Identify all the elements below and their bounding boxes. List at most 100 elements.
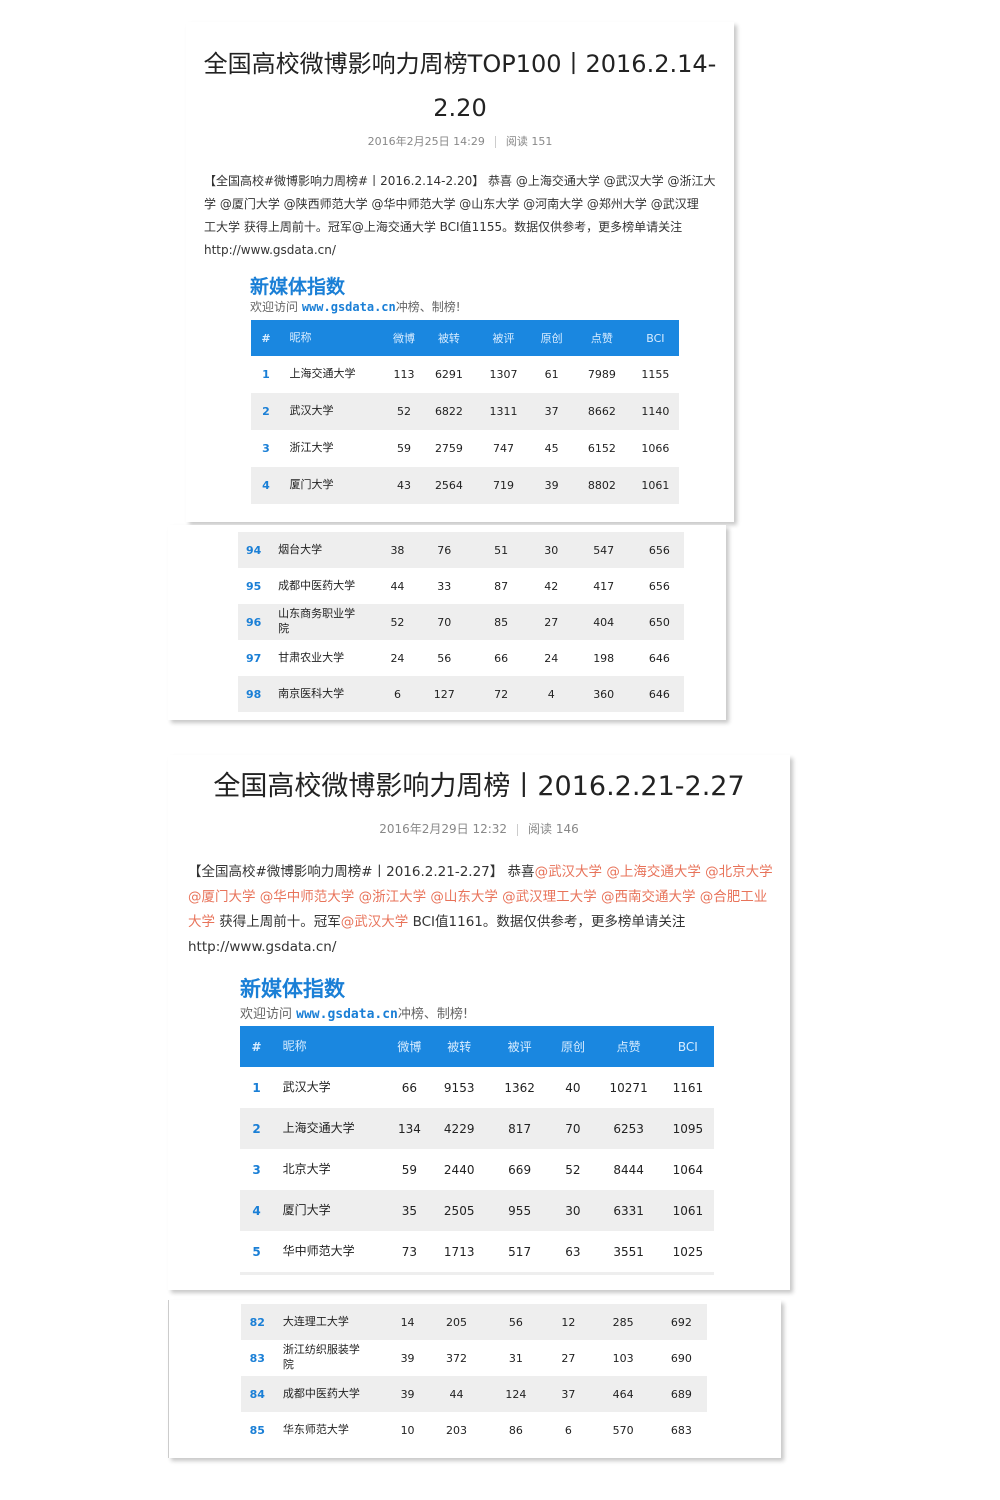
cell-likes: 6253: [613, 1121, 644, 1136]
mention-link[interactable]: @武汉大学: [340, 914, 409, 930]
cell-reposts: 2440: [443, 1162, 475, 1177]
cell-weibo: 14: [400, 1315, 415, 1329]
cell-bci: 1140: [641, 405, 670, 418]
cell-rank: 98: [245, 687, 262, 701]
cell-original: 45: [544, 442, 559, 455]
body-text: 获得上周前十。冠军: [215, 914, 341, 930]
header-weibo[interactable]: 微博: [397, 1040, 422, 1054]
cell-bci: 683: [670, 1423, 692, 1437]
mention-link[interactable]: @武汉大学 @上海交通大学 @北京大学 @厦门大学 @华中师范大学 @浙江大学 …: [188, 864, 773, 930]
gsdata-link[interactable]: www.gsdata.cn: [296, 1007, 398, 1022]
cell-comments: 817: [508, 1121, 532, 1136]
gsdata-link[interactable]: www.gsdata.cn: [301, 300, 396, 314]
cell-rank: 97: [245, 651, 262, 665]
body-line[interactable]: http://www.gsdata.cn/: [204, 243, 336, 257]
cell-rank: 3: [262, 442, 270, 455]
cell-original: 40: [565, 1080, 581, 1095]
table-row[interactable]: 94 烟台大学 38 76 51 30 547 656: [238, 532, 684, 568]
cell-likes: 417: [593, 579, 615, 593]
cell-rank: 96: [245, 615, 262, 629]
cell-name: 南京医科大学: [278, 686, 345, 700]
cell-weibo: 59: [401, 1162, 418, 1177]
cell-reposts: 33: [437, 579, 452, 593]
cell-name: 成都中医药大学: [282, 1386, 360, 1400]
header-comments[interactable]: 被评: [507, 1040, 532, 1054]
table-row[interactable]: 1 上海交通大学 113 6291 1307 61 7989 1155: [251, 356, 679, 393]
cell-comments: 1307: [489, 368, 518, 381]
table-row[interactable]: 4 厦门大学 43 2564 719 39 8802 1061: [251, 467, 679, 504]
cell-original: 70: [565, 1121, 581, 1136]
header-original[interactable]: 原创: [540, 332, 563, 345]
header-bci[interactable]: BCI: [646, 331, 665, 345]
cell-likes: 10271: [609, 1080, 648, 1095]
header-likes[interactable]: 点赞: [616, 1040, 641, 1054]
cell-original: 42: [544, 579, 559, 593]
cell-weibo: 52: [397, 405, 411, 418]
cell-rank: 5: [252, 1244, 261, 1259]
header-original[interactable]: 原创: [560, 1040, 585, 1054]
header-reposts[interactable]: 被转: [447, 1040, 472, 1054]
cell-name: 甘肃农业大学: [278, 650, 345, 664]
cell-likes: 8802: [587, 479, 616, 492]
cell-original: 6: [564, 1423, 572, 1437]
cell-name: 华东师范大学: [282, 1422, 349, 1436]
cell-name: 烟台大学: [278, 542, 323, 556]
cell-comments: 124: [505, 1387, 527, 1401]
cell-name: 山东商务职业学院: [278, 607, 356, 635]
cell-comments: 51: [494, 543, 509, 557]
table-row[interactable]: 82 大连理工大学 14 205 56 12 285 692: [241, 1304, 707, 1340]
cell-name: 华中师范大学: [282, 1244, 355, 1259]
table-row[interactable]: 85 华东师范大学 10 203 86 6 570 683: [241, 1412, 707, 1448]
cell-weibo: 52: [390, 615, 405, 629]
body-text: BCI值1161。数据仅供参考，更多榜单请关注 http://www.gsdat…: [188, 914, 686, 955]
cell-original: 37: [544, 405, 559, 418]
cell-weibo: 134: [397, 1121, 421, 1136]
header-name[interactable]: 昵称: [282, 1039, 307, 1054]
table-row[interactable]: 1 武汉大学 66 9153 1362 40 10271 1161: [240, 1067, 714, 1108]
cell-name: 上海交通大学: [289, 367, 356, 381]
table-row[interactable]: 96 山东商务职业学院 52 70 85 27 404 650: [238, 604, 684, 640]
cell-likes: 570: [612, 1423, 634, 1437]
body-line: 工大学 获得上周前十。冠军@上海交通大学 BCI值1155。数据仅供参考，更多榜…: [204, 220, 683, 234]
cell-comments: 72: [494, 687, 509, 701]
header-likes[interactable]: 点赞: [590, 332, 613, 345]
header-name[interactable]: 昵称: [289, 330, 312, 344]
cell-comments: 85: [494, 615, 509, 629]
cell-rank: 84: [249, 1387, 265, 1401]
table-row[interactable]: 2 武汉大学 52 6822 1311 37 8662 1140: [251, 393, 679, 430]
header-rank[interactable]: #: [251, 1039, 262, 1054]
header-reposts[interactable]: 被转: [437, 332, 460, 345]
table-row[interactable]: 4 厦门大学 35 2505 955 30 6331 1061: [240, 1190, 714, 1231]
cell-reposts: 6291: [434, 368, 463, 381]
table-row[interactable]: 2 上海交通大学 134 4229 817 70 6253 1095: [240, 1108, 714, 1149]
cell-weibo: 113: [393, 368, 415, 381]
header-bci[interactable]: BCI: [677, 1039, 698, 1054]
cell-likes: 8662: [587, 405, 616, 418]
post1-body: 【全国高校#微博影响力周榜#丨2016.2.14-2.20】 恭喜 @上海交通大…: [204, 170, 724, 262]
table-row[interactable]: 5 华中师范大学 73 1713 517 63 3551 1025: [240, 1231, 714, 1272]
cell-reposts: 4229: [443, 1121, 475, 1136]
header-weibo[interactable]: 微博: [393, 332, 415, 345]
header-rank[interactable]: #: [261, 331, 271, 345]
cell-likes: 404: [593, 615, 615, 629]
table-row[interactable]: 84 成都中医药大学 39 44 124 37 464 689: [241, 1376, 707, 1412]
cell-comments: 747: [493, 442, 514, 455]
cell-comments: 955: [508, 1203, 532, 1218]
header-comments[interactable]: 被评: [492, 332, 515, 345]
cell-likes: 3551: [613, 1244, 644, 1259]
table-row[interactable]: 3 浙江大学 59 2759 747 45 6152 1066: [251, 430, 679, 467]
cell-likes: 360: [593, 687, 615, 701]
table-row[interactable]: 95 成都中医药大学 44 33 87 42 417 656: [238, 568, 684, 604]
table-row[interactable]: 97 甘肃农业大学 24 56 66 24 198 646: [238, 640, 684, 676]
table-row[interactable]: 3 北京大学 59 2440 669 52 8444 1064: [240, 1149, 714, 1190]
cell-name: 上海交通大学: [282, 1121, 355, 1136]
cell-weibo: 10: [400, 1423, 415, 1437]
cell-rank: 4: [262, 479, 270, 492]
cell-weibo: 73: [401, 1244, 418, 1259]
logo-text: 新媒体指数: [250, 276, 346, 298]
cell-name: 武汉大学: [289, 404, 334, 418]
table-row[interactable]: 83 浙江纺织服装学院 39 372 31 27 103 690: [241, 1340, 707, 1376]
cell-weibo: 44: [390, 579, 405, 593]
table-row[interactable]: 98 南京医科大学 6 127 72 4 360 646: [238, 676, 684, 712]
cell-bci: 1061: [672, 1203, 704, 1218]
